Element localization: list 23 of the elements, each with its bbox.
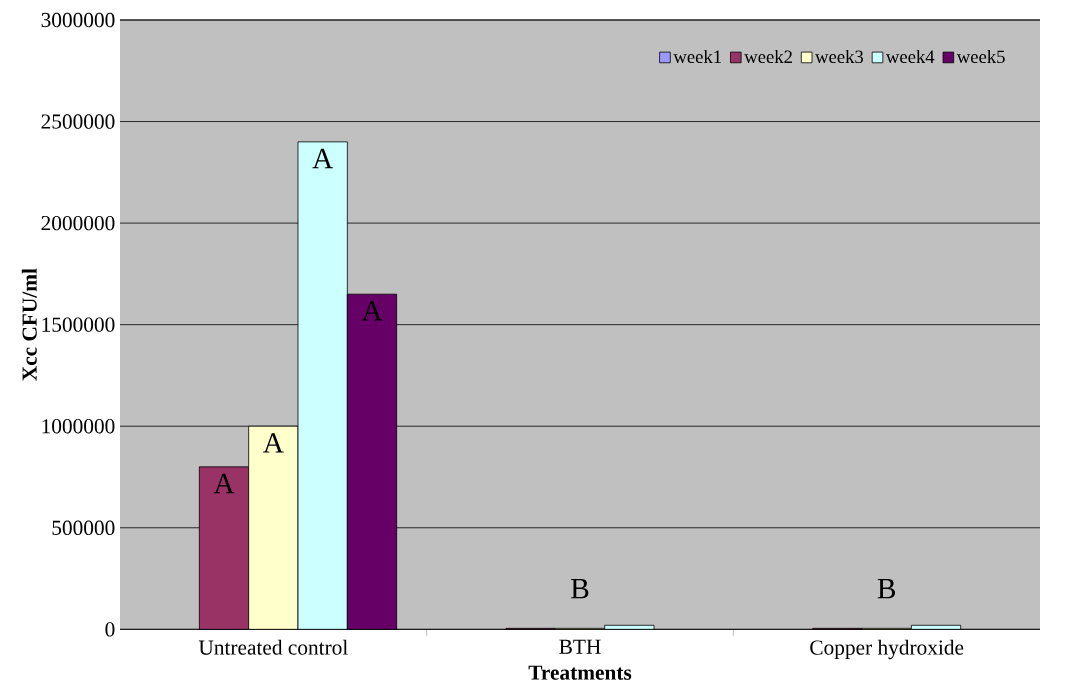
y-tick-label: 0 — [105, 622, 115, 637]
y-axis-title: Xcc CFU/ml — [21, 268, 37, 381]
annotation: B — [571, 579, 589, 599]
annotation: A — [213, 473, 235, 494]
legend-label: week5 — [956, 49, 1005, 64]
y-tick-label: 2000000 — [41, 215, 115, 231]
legend-label: week1 — [673, 49, 721, 64]
y-tick-label: 1500000 — [42, 317, 115, 332]
x-axis-title: Treatments — [528, 665, 632, 680]
legend-label: week4 — [885, 49, 935, 64]
legend-label: week3 — [815, 49, 864, 64]
y-tick-label: 3000000 — [41, 12, 115, 28]
annotation: A — [361, 301, 383, 321]
annotation: A — [312, 148, 334, 169]
y-tick-label: 2500000 — [41, 114, 115, 129]
x-tick-label: Copper hydroxide — [810, 639, 964, 660]
x-tick-label: BTH — [559, 639, 601, 654]
legend-label: week2 — [744, 49, 792, 64]
y-tick-label: 500000 — [52, 520, 115, 535]
y-tick-label: 1000000 — [42, 419, 115, 434]
x-tick-label: Untreated control — [198, 639, 348, 655]
annotation: A — [263, 433, 284, 453]
annotation: B — [877, 579, 896, 599]
